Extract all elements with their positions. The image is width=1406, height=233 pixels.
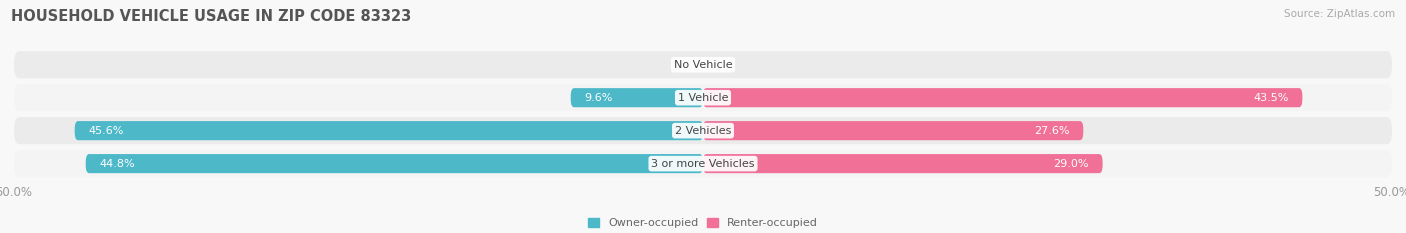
Legend: Owner-occupied, Renter-occupied: Owner-occupied, Renter-occupied [583,214,823,233]
FancyBboxPatch shape [703,88,1302,107]
FancyBboxPatch shape [86,154,703,173]
FancyBboxPatch shape [703,154,1102,173]
Text: HOUSEHOLD VEHICLE USAGE IN ZIP CODE 83323: HOUSEHOLD VEHICLE USAGE IN ZIP CODE 8332… [11,9,412,24]
Text: Source: ZipAtlas.com: Source: ZipAtlas.com [1284,9,1395,19]
FancyBboxPatch shape [14,84,1392,111]
Text: 3 or more Vehicles: 3 or more Vehicles [651,159,755,169]
Text: 9.6%: 9.6% [585,93,613,103]
FancyBboxPatch shape [14,150,1392,177]
Text: No Vehicle: No Vehicle [673,60,733,70]
FancyBboxPatch shape [75,121,703,140]
Text: 27.6%: 27.6% [1033,126,1070,136]
FancyBboxPatch shape [14,51,1392,78]
Text: 1 Vehicle: 1 Vehicle [678,93,728,103]
FancyBboxPatch shape [703,121,1083,140]
FancyBboxPatch shape [571,88,703,107]
Text: 45.6%: 45.6% [89,126,124,136]
Text: 43.5%: 43.5% [1253,93,1289,103]
Text: 2 Vehicles: 2 Vehicles [675,126,731,136]
Text: 29.0%: 29.0% [1053,159,1088,169]
FancyBboxPatch shape [14,117,1392,144]
Text: 44.8%: 44.8% [100,159,135,169]
